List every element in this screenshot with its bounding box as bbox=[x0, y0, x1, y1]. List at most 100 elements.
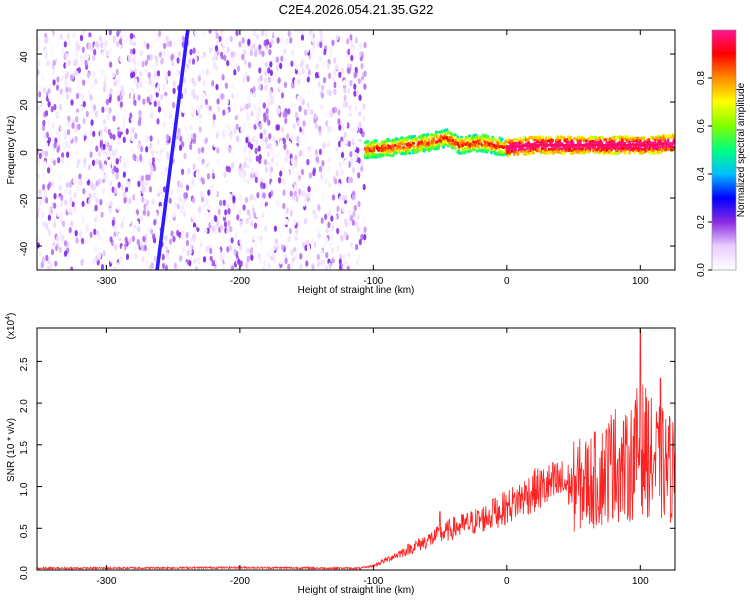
line-cell bbox=[406, 138, 409, 142]
noise-cell bbox=[352, 266, 356, 270]
noise-cell bbox=[320, 107, 324, 115]
noise-cell bbox=[198, 205, 202, 212]
noise-cell bbox=[69, 233, 73, 240]
line-cell bbox=[606, 137, 610, 141]
line-cell bbox=[643, 140, 647, 144]
noise-cell bbox=[216, 253, 220, 260]
noise-cell bbox=[293, 219, 297, 226]
noise-cell bbox=[326, 207, 330, 214]
noise-cell bbox=[39, 212, 43, 219]
noise-cell bbox=[280, 55, 284, 62]
noise-cell bbox=[176, 32, 180, 39]
noise-cell bbox=[109, 132, 113, 140]
noise-cell bbox=[46, 119, 51, 126]
noise-cell bbox=[51, 122, 56, 129]
noise-cell bbox=[317, 215, 321, 222]
noise-cell bbox=[247, 38, 251, 45]
noise-cell bbox=[125, 36, 129, 43]
noise-cell bbox=[328, 181, 332, 189]
noise-cell bbox=[49, 243, 53, 251]
noise-cell bbox=[69, 74, 74, 81]
noise-cell bbox=[346, 132, 350, 139]
noise-cell bbox=[329, 190, 333, 198]
noise-cell bbox=[349, 48, 353, 56]
noise-cell bbox=[65, 86, 69, 93]
noise-cell bbox=[192, 197, 196, 204]
noise-cell bbox=[239, 238, 243, 245]
noise-cell bbox=[96, 62, 101, 70]
noise-cell bbox=[192, 109, 197, 116]
spectrogram-cells bbox=[37, 30, 675, 270]
noise-cell bbox=[337, 118, 341, 125]
noise-cell bbox=[280, 177, 285, 184]
noise-cell bbox=[172, 87, 176, 95]
noise-cell bbox=[99, 134, 103, 141]
noise-cell bbox=[360, 233, 364, 241]
noise-cell bbox=[113, 165, 117, 172]
noise-cell bbox=[331, 116, 335, 123]
noise-cell bbox=[269, 166, 274, 173]
noise-cell bbox=[88, 192, 92, 200]
noise-cell bbox=[129, 206, 133, 213]
noise-cell bbox=[252, 91, 256, 98]
noise-cell bbox=[347, 48, 351, 56]
noise-cell bbox=[222, 252, 226, 260]
noise-cell bbox=[261, 208, 265, 216]
noise-cell bbox=[329, 43, 333, 50]
noise-cell bbox=[324, 178, 328, 185]
noise-cell bbox=[289, 190, 293, 197]
noise-cell bbox=[307, 185, 311, 193]
noise-cell bbox=[161, 253, 165, 261]
noise-cell bbox=[102, 85, 107, 93]
y-tick-label: 2.0 bbox=[19, 399, 30, 413]
noise-cell bbox=[349, 34, 353, 41]
noise-cell bbox=[57, 36, 61, 43]
noise-cell bbox=[245, 136, 249, 144]
noise-cell bbox=[341, 206, 345, 213]
noise-cell bbox=[77, 123, 81, 130]
noise-cell bbox=[120, 221, 124, 229]
noise-cell bbox=[50, 32, 54, 40]
noise-cell bbox=[138, 109, 142, 117]
noise-cell bbox=[42, 184, 46, 191]
noise-cell bbox=[331, 76, 335, 83]
noise-cell bbox=[158, 163, 162, 170]
line-cell bbox=[494, 144, 498, 148]
noise-cell bbox=[189, 48, 193, 56]
noise-cell bbox=[43, 132, 47, 140]
noise-cell bbox=[63, 169, 67, 176]
noise-cell bbox=[157, 152, 161, 159]
noise-cell bbox=[50, 51, 54, 58]
noise-cell bbox=[297, 78, 301, 85]
noise-cell bbox=[122, 136, 126, 143]
noise-cell bbox=[55, 42, 59, 49]
noise-cell bbox=[226, 46, 230, 54]
noise-cell bbox=[195, 154, 199, 161]
noise-cell bbox=[208, 260, 212, 267]
noise-cell bbox=[113, 128, 117, 136]
noise-cell bbox=[209, 247, 213, 255]
noise-cell bbox=[296, 95, 300, 103]
noise-cell bbox=[302, 30, 306, 34]
noise-cell bbox=[221, 43, 225, 51]
noise-cell bbox=[105, 61, 109, 68]
noise-cell bbox=[87, 43, 91, 50]
noise-cell bbox=[149, 135, 153, 142]
noise-cell bbox=[277, 107, 281, 115]
noise-cell bbox=[346, 38, 350, 45]
noise-cell bbox=[150, 262, 154, 269]
noise-cell bbox=[254, 107, 259, 114]
noise-cell bbox=[39, 234, 43, 241]
noise-cell bbox=[351, 219, 355, 226]
noise-cell bbox=[316, 260, 320, 268]
noise-cell bbox=[243, 48, 247, 56]
noise-cell bbox=[339, 188, 344, 196]
noise-cell bbox=[101, 237, 105, 244]
noise-cell bbox=[49, 164, 53, 171]
noise-cell bbox=[201, 196, 205, 203]
line-cell bbox=[403, 142, 407, 146]
line-cell bbox=[432, 138, 436, 142]
noise-cell bbox=[97, 150, 101, 158]
line-cell bbox=[532, 151, 535, 155]
noise-cell bbox=[37, 161, 41, 168]
